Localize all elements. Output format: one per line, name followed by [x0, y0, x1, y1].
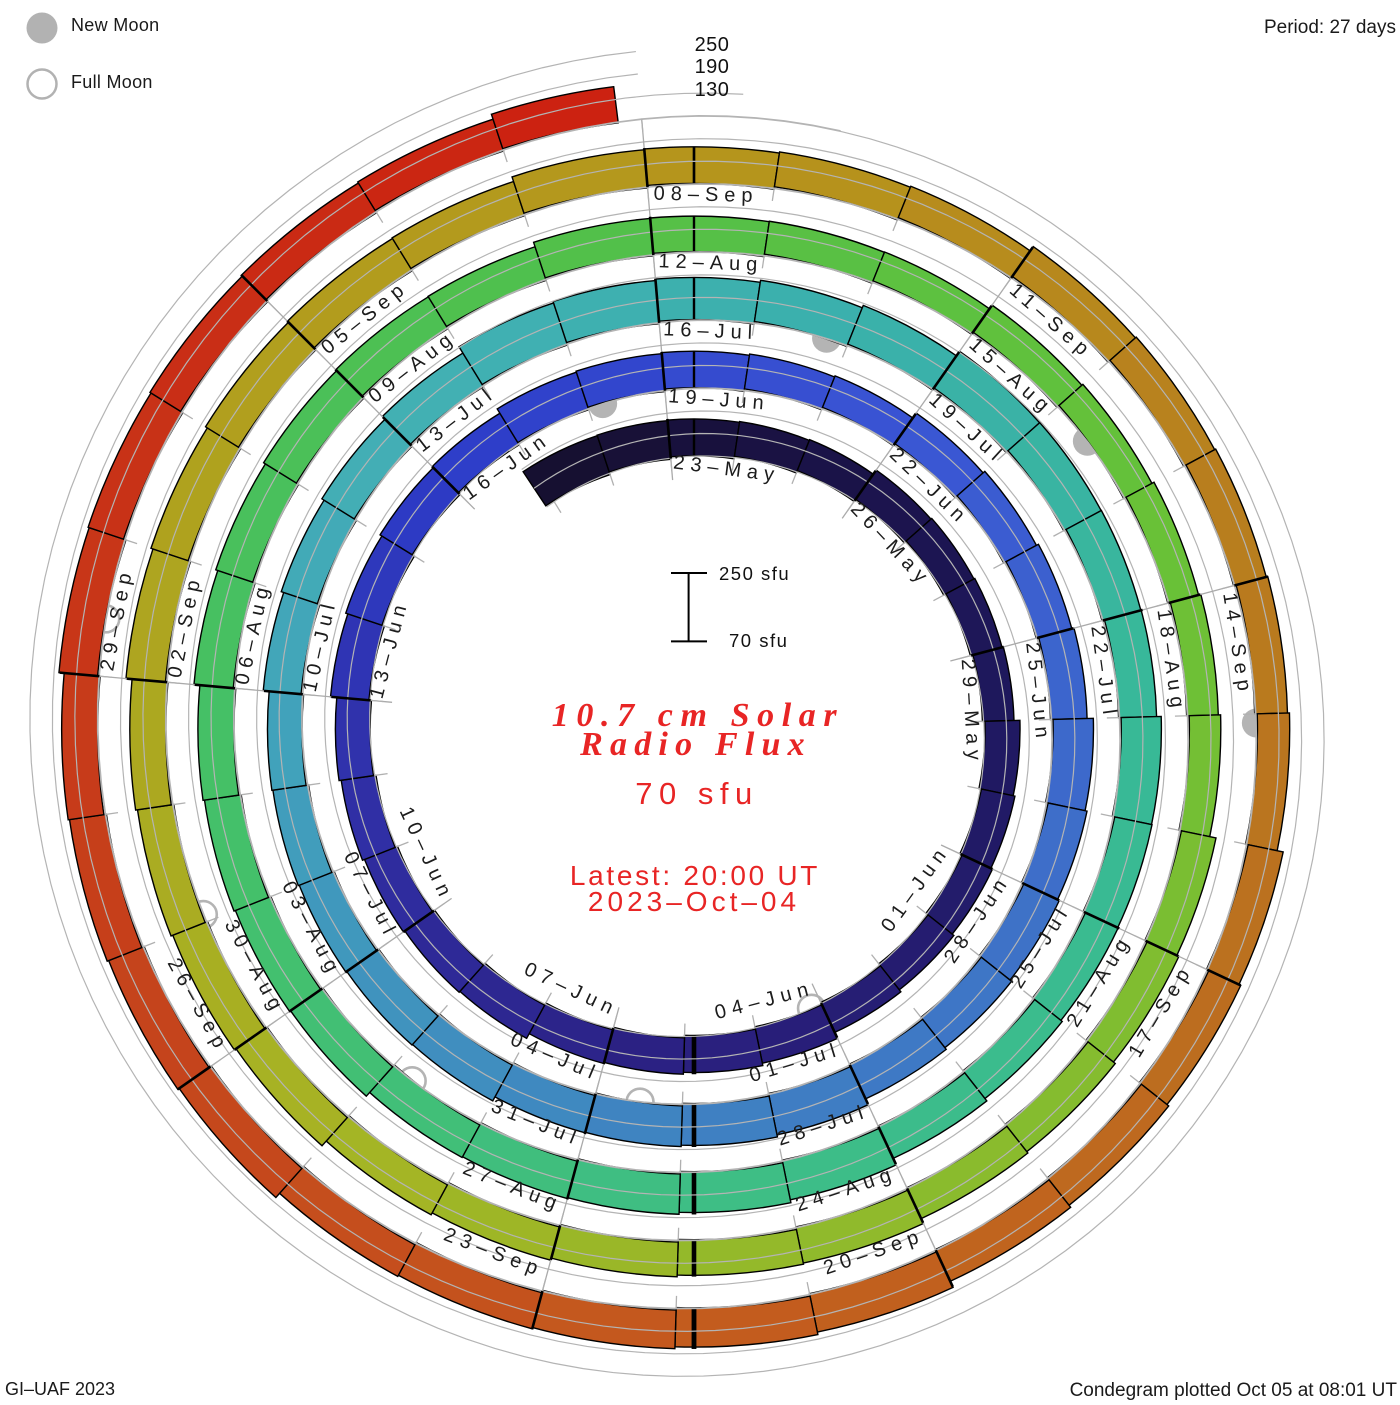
svg-text:2023–Oct–04: 2023–Oct–04: [588, 886, 800, 917]
svg-text:Radio Flux: Radio Flux: [579, 726, 812, 763]
svg-text:New Moon: New Moon: [71, 15, 159, 35]
svg-text:Full Moon: Full Moon: [71, 72, 153, 92]
svg-text:GI–UAF 2023: GI–UAF 2023: [5, 1379, 115, 1399]
svg-text:70 sfu: 70 sfu: [635, 776, 758, 811]
svg-text:70 sfu: 70 sfu: [729, 630, 788, 651]
svg-text:Period: 27 days: Period: 27 days: [1264, 17, 1396, 38]
svg-text:16–Jul: 16–Jul: [663, 318, 759, 344]
svg-text:250 sfu: 250 sfu: [719, 563, 790, 584]
svg-text:250: 250: [695, 34, 730, 56]
svg-text:130: 130: [695, 79, 730, 101]
svg-text:190: 190: [695, 56, 730, 78]
svg-text:12–Aug: 12–Aug: [658, 250, 764, 276]
svg-text:Condegram plotted Oct 05 at 08: Condegram plotted Oct 05 at 08:01 UT: [1070, 1380, 1398, 1400]
svg-text:08–Sep: 08–Sep: [653, 183, 758, 207]
